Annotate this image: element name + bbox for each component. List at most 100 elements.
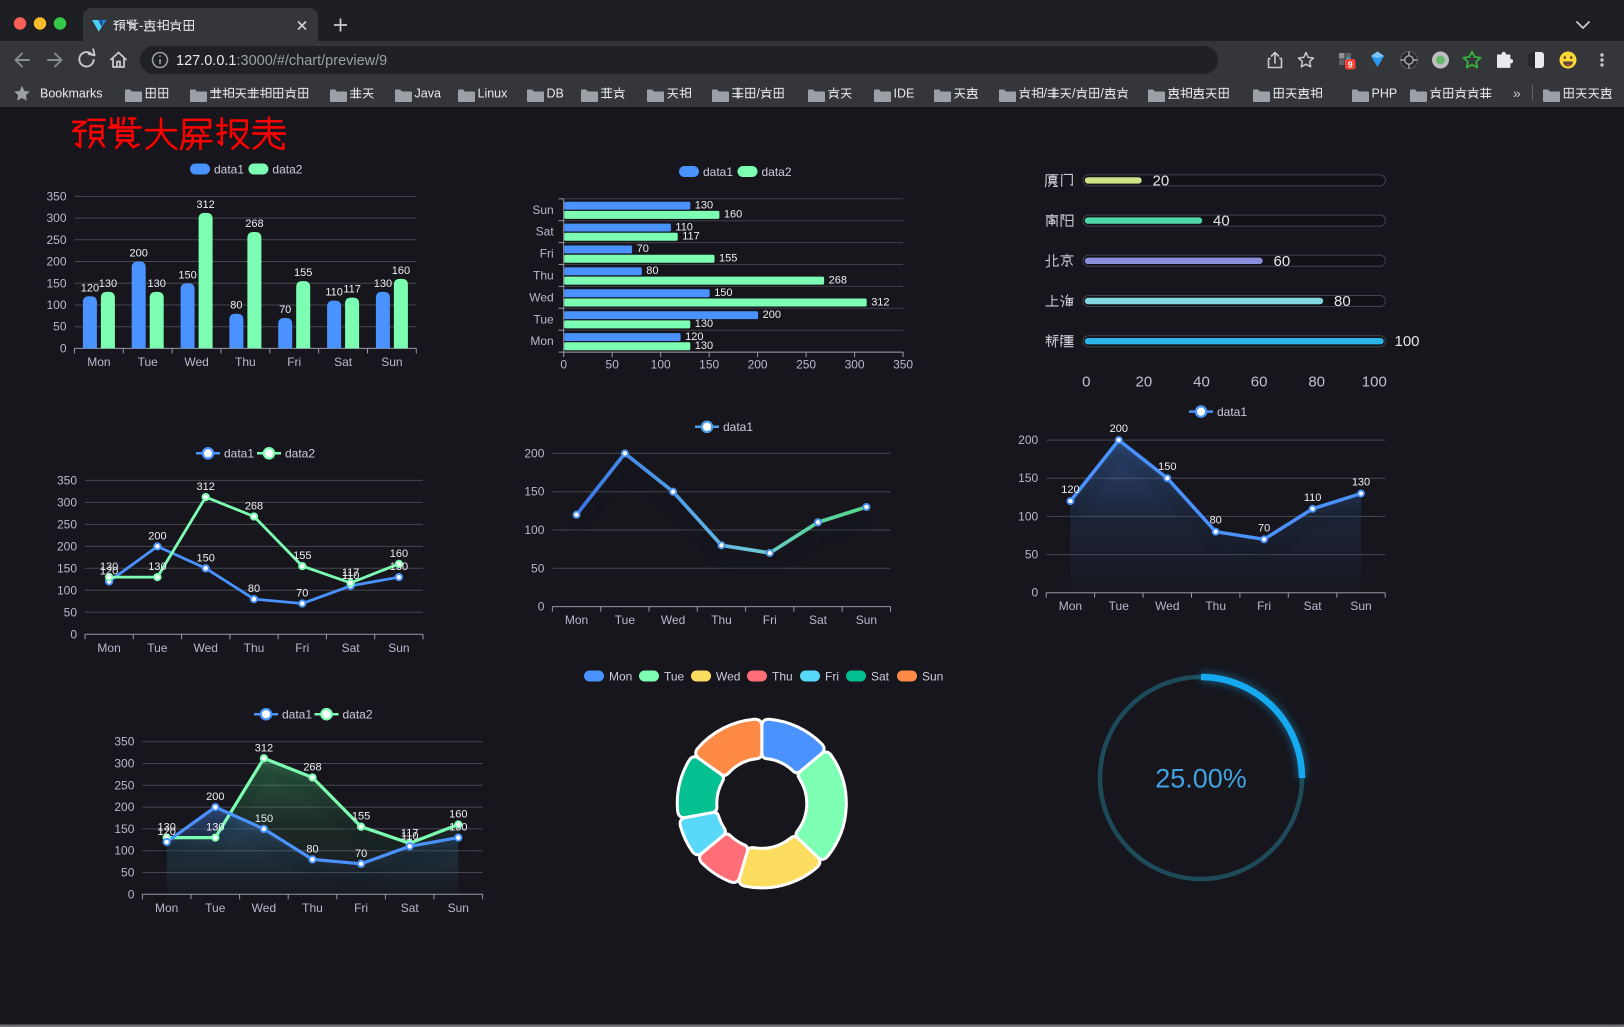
svg-text:130: 130 (148, 561, 166, 573)
svg-text:312: 312 (255, 742, 273, 754)
svg-text:Wed: Wed (529, 290, 553, 304)
svg-text:Sun: Sun (381, 355, 402, 369)
svg-text:data1: data1 (723, 420, 753, 434)
svg-text:150: 150 (57, 561, 77, 575)
svg-text:data1: data1 (1217, 405, 1247, 419)
svg-text:Thu: Thu (533, 269, 554, 283)
svg-text:200: 200 (1018, 433, 1038, 447)
svg-text:150: 150 (197, 552, 215, 564)
svg-text:0: 0 (60, 341, 67, 355)
svg-text:130: 130 (449, 822, 467, 834)
svg-text:Fri: Fri (295, 641, 309, 655)
svg-text:130: 130 (1352, 477, 1370, 489)
svg-text:9: 9 (1348, 59, 1353, 69)
svg-text:Fri: Fri (354, 901, 368, 915)
svg-text:160: 160 (390, 548, 408, 560)
svg-text:20: 20 (1136, 374, 1153, 391)
svg-text:155: 155 (352, 811, 370, 823)
svg-text:Tue: Tue (664, 669, 685, 683)
svg-text:20: 20 (1153, 172, 1170, 189)
svg-text:Wed: Wed (716, 669, 740, 683)
svg-text:Mon: Mon (565, 613, 588, 627)
svg-text:268: 268 (245, 501, 263, 513)
svg-text:0: 0 (538, 600, 545, 614)
svg-text:80: 80 (1308, 374, 1325, 391)
svg-text:80: 80 (306, 843, 318, 855)
svg-text:268: 268 (245, 218, 263, 230)
svg-text:200: 200 (57, 539, 77, 553)
svg-text:Mon: Mon (530, 334, 553, 348)
svg-text:110: 110 (401, 830, 419, 842)
svg-text:160: 160 (449, 809, 467, 821)
svg-text:312: 312 (871, 296, 889, 308)
svg-text:130: 130 (695, 318, 713, 330)
svg-text:120: 120 (1061, 484, 1079, 496)
svg-text:350: 350 (57, 473, 77, 487)
svg-text:300: 300 (114, 757, 134, 771)
svg-text:Java: Java (415, 87, 441, 101)
svg-text:268: 268 (303, 762, 321, 774)
svg-text:130: 130 (99, 278, 117, 290)
svg-text:Sat: Sat (871, 669, 890, 683)
svg-text:312: 312 (196, 199, 214, 211)
svg-text:Sun: Sun (1350, 599, 1371, 613)
svg-text:350: 350 (114, 735, 134, 749)
svg-text:»: » (1513, 85, 1521, 101)
svg-text:/: / (1072, 87, 1076, 101)
svg-text:150: 150 (255, 813, 273, 825)
svg-text:200: 200 (524, 446, 544, 460)
svg-text:Linux: Linux (478, 87, 509, 101)
svg-text:/: / (1044, 87, 1048, 101)
svg-text:Sun: Sun (388, 641, 409, 655)
svg-text:350: 350 (893, 358, 913, 372)
svg-text:350: 350 (46, 189, 66, 203)
svg-text:200: 200 (206, 791, 224, 803)
svg-text:110: 110 (1304, 492, 1322, 504)
svg-text:Fri: Fri (1257, 599, 1271, 613)
svg-text:117: 117 (682, 231, 700, 243)
svg-text:/: / (757, 87, 761, 101)
svg-text:130: 130 (390, 561, 408, 573)
svg-text:300: 300 (57, 495, 77, 509)
svg-text:120: 120 (158, 826, 176, 838)
svg-text:Mon: Mon (97, 641, 120, 655)
svg-text:40: 40 (1193, 374, 1210, 391)
svg-text:150: 150 (524, 485, 544, 499)
svg-text:Sat: Sat (401, 901, 420, 915)
svg-text:Sat: Sat (809, 613, 828, 627)
svg-text:IDE: IDE (894, 87, 915, 101)
svg-text:data1: data1 (703, 165, 733, 179)
svg-text:25.00%: 25.00% (1155, 764, 1247, 794)
svg-text:200: 200 (46, 255, 66, 269)
svg-text:PHP: PHP (1372, 87, 1398, 101)
svg-text:Mon: Mon (1059, 599, 1082, 613)
svg-text:155: 155 (294, 267, 312, 279)
svg-text:80: 80 (1334, 293, 1351, 310)
svg-text:Mon: Mon (87, 355, 110, 369)
svg-text:data1: data1 (224, 447, 254, 461)
svg-text:Fri: Fri (825, 669, 839, 683)
svg-text:60: 60 (1251, 374, 1268, 391)
svg-text:130: 130 (100, 561, 118, 573)
svg-text:200: 200 (748, 358, 768, 372)
svg-text:-: - (139, 18, 143, 33)
svg-text:268: 268 (829, 274, 847, 286)
svg-text:data1: data1 (282, 708, 312, 722)
svg-text:Mon: Mon (609, 669, 632, 683)
svg-text:130: 130 (206, 822, 224, 834)
svg-text:Tue: Tue (1109, 599, 1130, 613)
svg-text:50: 50 (121, 866, 135, 880)
svg-text:200: 200 (130, 248, 148, 260)
svg-text:110: 110 (325, 287, 343, 299)
svg-text:80: 80 (646, 265, 658, 277)
svg-text:250: 250 (57, 517, 77, 531)
svg-text:Bookmarks: Bookmarks (40, 87, 103, 101)
svg-text:0: 0 (560, 358, 567, 372)
svg-text:Tue: Tue (533, 312, 554, 326)
svg-text:127.0.0.1: 127.0.0.1 (176, 53, 236, 69)
svg-text:120: 120 (100, 566, 118, 578)
svg-text:200: 200 (1110, 423, 1128, 435)
svg-text:data2: data2 (285, 447, 315, 461)
svg-text:70: 70 (1258, 522, 1270, 534)
svg-text:100: 100 (524, 523, 544, 537)
